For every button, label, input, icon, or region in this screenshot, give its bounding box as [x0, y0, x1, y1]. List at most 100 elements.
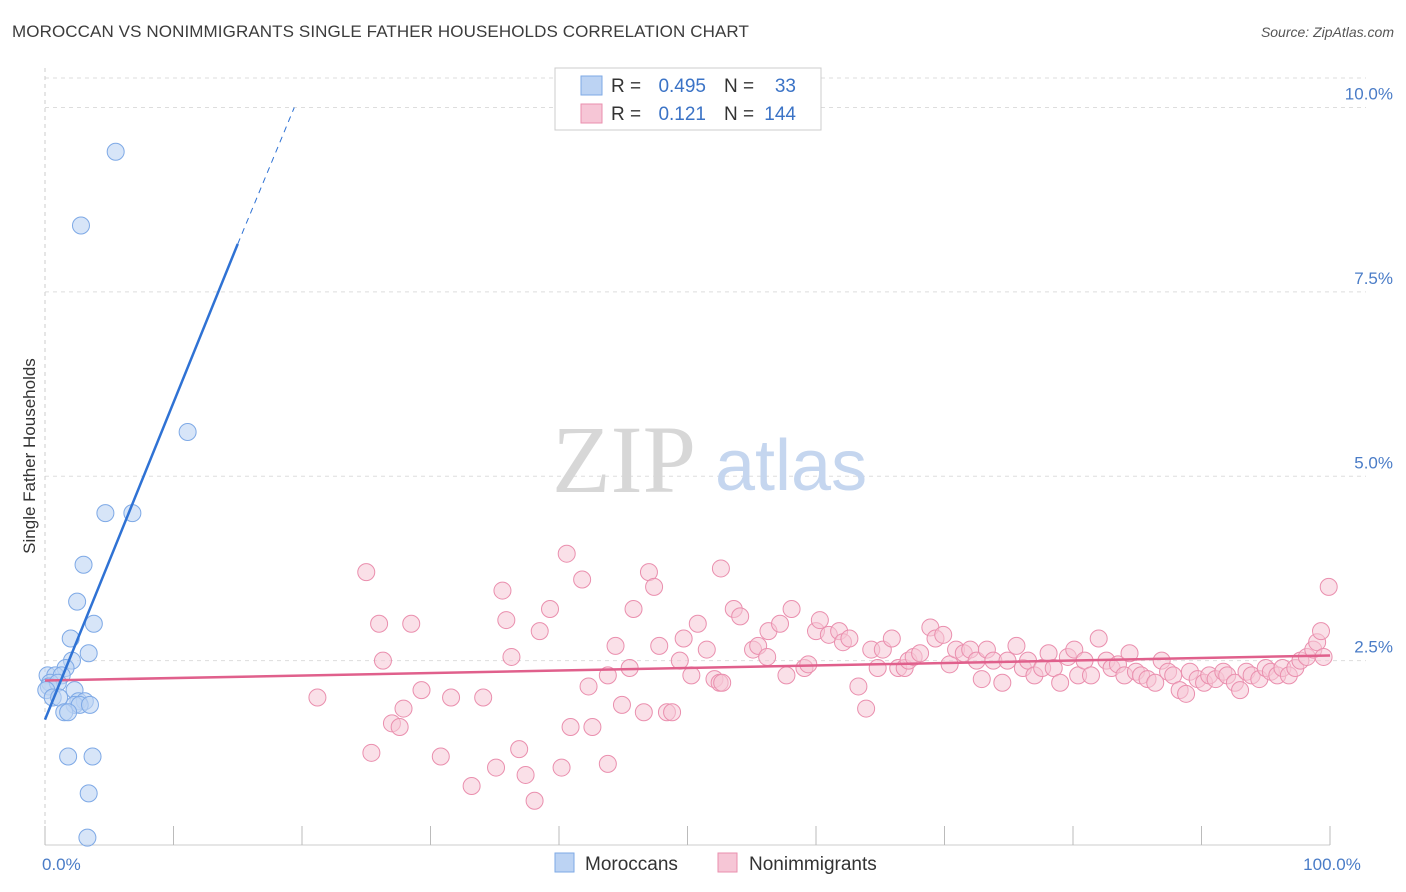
legend-n-value-nonimmigrants: 144 [764, 104, 796, 125]
grid-layer [44, 68, 1366, 845]
moroccans-points [37, 142, 197, 847]
legend-bottom-swatch-moroccans [554, 852, 575, 873]
nonimmigrants-point-28 [583, 718, 602, 736]
legend-top: R = 0.495 N = 33 R = 0.121 N = 144 [554, 67, 822, 131]
nonimmigrants-point-143 [1319, 577, 1338, 596]
chart-title: MOROCCAN VS NONIMMIGRANTS SINGLE FATHER … [12, 22, 749, 41]
nonimmigrants-point-13 [462, 777, 481, 795]
nonimmigrants-point-7 [442, 688, 461, 707]
nonimmigrants-point-32 [612, 695, 631, 714]
nonimmigrants-point-80 [934, 625, 953, 644]
nonimmigrants-point-26 [573, 570, 592, 589]
moroccans-trend-extension [237, 107, 295, 245]
moroccans-point-0 [106, 142, 125, 161]
legend-swatch-nonimmigrants [580, 103, 603, 124]
nonimmigrants-point-29 [598, 754, 617, 773]
nonimmigrants-point-11 [390, 718, 409, 736]
nonimmigrants-point-38 [650, 636, 669, 655]
moroccans-point-6 [68, 592, 87, 611]
legend-swatch-moroccans [580, 75, 603, 96]
nonimmigrants-point-103 [1081, 666, 1100, 685]
nonimmigrants-point-25 [561, 718, 580, 736]
nonimmigrants-point-109 [1120, 644, 1139, 663]
nonimmigrants-point-21 [530, 622, 549, 641]
watermark: ZIP atlas [552, 406, 867, 513]
nonimmigrants-point-23 [557, 544, 576, 563]
source-label: Source: ZipAtlas.com [1260, 24, 1394, 40]
nonimmigrants-point-89 [993, 673, 1012, 692]
nonimmigrants-point-72 [882, 629, 901, 648]
nonimmigrants-point-62 [810, 611, 829, 630]
nonimmigrants-point-14 [487, 758, 506, 777]
moroccans-point-31 [79, 784, 98, 803]
trend-lines [43, 107, 1331, 721]
nonimmigrants-point-0 [357, 563, 376, 582]
nonimmigrants-point-40 [663, 703, 682, 722]
nonimmigrants-point-12 [431, 747, 450, 766]
nonimmigrants-point-49 [711, 559, 730, 578]
nonimmigrants-point-24 [552, 758, 571, 777]
nonimmigrants-point-58 [782, 600, 801, 618]
y-tick-label-3: 10.0% [1345, 85, 1393, 104]
x-tick-label-1: 100.0% [1303, 855, 1361, 874]
legend-bottom: Moroccans Nonimmigrants [554, 852, 877, 875]
nonimmigrants-point-142 [1312, 622, 1331, 641]
nonimmigrants-point-31 [606, 636, 625, 655]
nonimmigrants-trend-line [44, 654, 1331, 682]
watermark-atlas: atlas [715, 426, 867, 506]
nonimmigrants-point-44 [688, 614, 707, 633]
moroccans-point-29 [59, 747, 78, 766]
moroccans-trend-line [43, 243, 239, 721]
legend-r-label-moroccans: R = [611, 76, 641, 97]
nonimmigrants-point-35 [634, 703, 653, 722]
nonimmigrants-point-16 [497, 611, 516, 630]
nonimmigrants-point-43 [682, 666, 701, 685]
legend-r-value-moroccans: 0.495 [658, 76, 706, 97]
nonimmigrants-point-20 [525, 791, 544, 810]
nonimmigrants-point-8 [474, 688, 493, 707]
nonimmigrants-point-70 [868, 659, 887, 677]
moroccans-point-28 [59, 703, 78, 722]
moroccans-point-32 [78, 828, 97, 847]
y-axis-title: Single Father Households [20, 358, 39, 554]
y-tick-label-1: 5.0% [1354, 453, 1393, 472]
legend-r-label-nonimmigrants: R = [611, 104, 641, 125]
legend-n-label-moroccans: N = [724, 76, 754, 97]
nonimmigrants-point-104 [1089, 629, 1108, 648]
nonimmigrants-point-66 [840, 629, 859, 648]
legend-bottom-label-moroccans: Moroccans [585, 854, 678, 875]
nonimmigrants-point-6 [412, 681, 431, 700]
moroccans-point-7 [84, 614, 103, 633]
legend-bottom-label-nonimmigrants: Nonimmigrants [749, 854, 877, 875]
moroccans-point-26 [80, 695, 99, 714]
nonimmigrants-point-118 [1177, 684, 1196, 703]
moroccans-point-30 [83, 747, 102, 766]
legend-n-value-moroccans: 33 [775, 76, 796, 97]
nonimmigrants-point-56 [771, 614, 790, 633]
nonimmigrants-point-37 [645, 577, 664, 596]
moroccans-point-2 [178, 423, 197, 441]
legend-r-value-nonimmigrants: 0.121 [658, 104, 706, 125]
nonimmigrants-point-1 [370, 614, 389, 633]
y-tick-label-0: 2.5% [1354, 638, 1393, 657]
nonimmigrants-point-45 [697, 640, 716, 659]
nonimmigrants-point-100 [1065, 640, 1084, 659]
x-tick-label-0: 0.0% [42, 855, 81, 874]
nonimmigrants-point-98 [1051, 673, 1070, 692]
nonimmigrants-point-22 [541, 600, 560, 618]
nonimmigrants-point-113 [1146, 673, 1165, 692]
nonimmigrants-point-86 [972, 670, 991, 689]
y-tick-label-2: 7.5% [1354, 269, 1393, 288]
nonimmigrants-point-91 [1007, 636, 1026, 655]
nonimmigrants-point-68 [857, 699, 876, 718]
moroccans-point-1 [71, 216, 90, 235]
axis-layer: 2.5% 5.0% 7.5% 10.0% 0.0% 100.0% [42, 85, 1393, 875]
nonimmigrants-point-48 [713, 673, 732, 692]
nonimmigrants-point-42 [674, 629, 693, 648]
nonimmigrants-point-4 [308, 688, 327, 707]
nonimmigrants-points [308, 544, 1338, 810]
legend-bottom-swatch-nonimmigrants [717, 852, 738, 873]
nonimmigrants-point-18 [510, 740, 529, 759]
nonimmigrants-point-41 [670, 651, 689, 670]
legend-n-label-nonimmigrants: N = [724, 104, 754, 125]
